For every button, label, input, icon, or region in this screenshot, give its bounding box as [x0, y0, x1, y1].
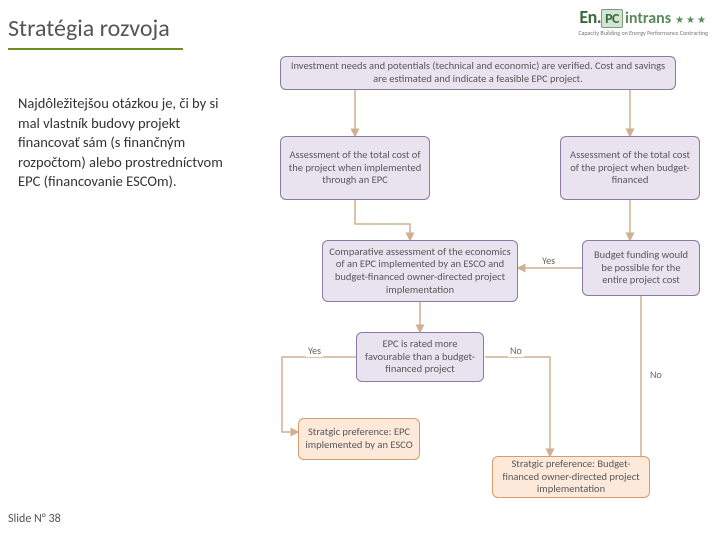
flowchart-edge-label: No [508, 344, 524, 357]
logo-stars-icon: ★★★ [675, 13, 708, 26]
logo-subtitle: Capacity Building on Energy Performance … [578, 29, 708, 37]
flowchart: Investment needs and potentials (technic… [248, 56, 708, 528]
slide-number: Slide N° 38 [8, 512, 61, 526]
title-underline [8, 48, 183, 50]
flowchart-edge-label: No [648, 368, 664, 381]
logo-text-en: En. [579, 6, 601, 28]
flowchart-node: Budget funding would be possible for the… [582, 240, 700, 296]
flowchart-node: Assessment of the total cost of the proj… [280, 136, 430, 200]
sidebar-paragraph: Najdôležitejšou otázkou je, či by si mal… [18, 94, 228, 192]
flowchart-node: Comparative assessment of the economics … [322, 240, 518, 302]
flowchart-edge-label: Yes [540, 254, 557, 267]
flowchart-node: Investment needs and potentials (technic… [280, 56, 676, 90]
flowchart-node: Stratgic preference: EPC implemented by … [298, 418, 420, 460]
logo: En.PCintrans ★★★ Capacity Building on Ene… [578, 6, 708, 37]
flowchart-node: Stratgic preference: Budget-financed own… [492, 456, 650, 498]
flowchart-node: Assessment of the total cost of the proj… [560, 136, 700, 200]
page-title: Stratégia rozvoja [8, 14, 170, 43]
flowchart-edge-label: Yes [306, 344, 323, 357]
logo-main-row: En.PCintrans ★★★ [578, 6, 708, 28]
logo-text-intrans: intrans [625, 9, 671, 28]
logo-text-pc: PC [601, 9, 623, 28]
flowchart-node: EPC is rated more favourable than a budg… [356, 332, 484, 382]
